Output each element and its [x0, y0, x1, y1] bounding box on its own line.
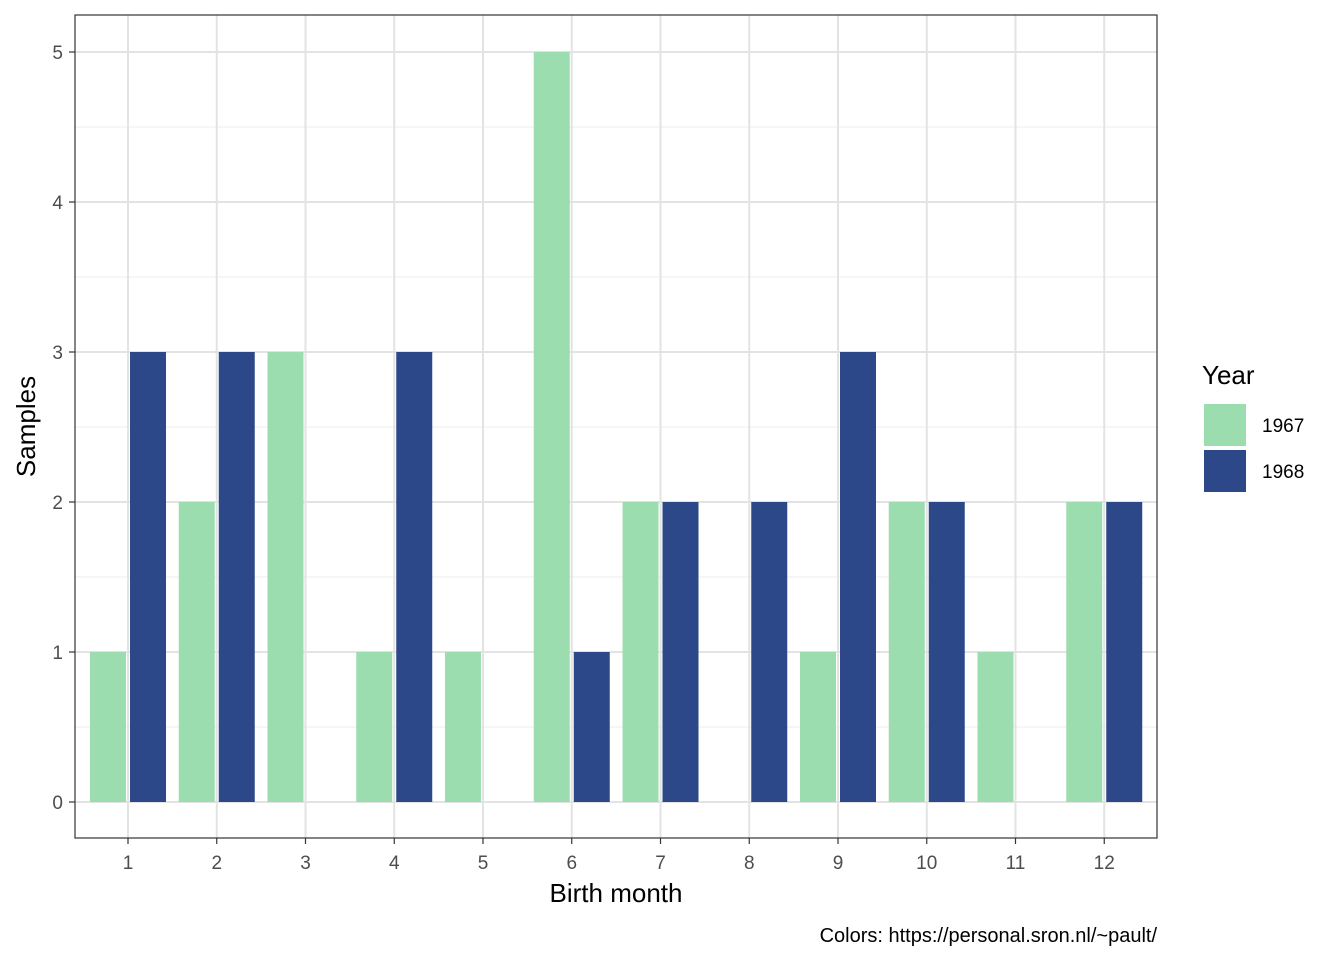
legend-label-1968: 1968: [1262, 462, 1304, 483]
bar-1968-month-12: [1106, 502, 1143, 802]
y-tick-label: 4: [52, 193, 63, 214]
x-tick-label: 1: [123, 853, 134, 874]
bar-1968-month-8: [751, 502, 788, 802]
bar-1967-month-12: [1066, 502, 1103, 802]
bar-1967-month-3: [267, 352, 304, 802]
legend-title: Year: [1202, 360, 1255, 390]
y-tick-label: 5: [52, 43, 63, 64]
bar-1967-month-9: [800, 652, 836, 802]
plot-panel-border: [74, 14, 1158, 839]
x-tick-label: 3: [300, 853, 311, 874]
bar-1968-month-1: [130, 352, 166, 802]
y-tick-label: 1: [52, 643, 63, 664]
bar-1967-month-6: [533, 52, 570, 802]
x-tick-label: 5: [478, 853, 489, 874]
bars: [90, 52, 1143, 802]
bar-1967-month-5: [445, 652, 481, 802]
y-tick-label: 0: [52, 793, 63, 814]
bar-1968-month-10: [928, 502, 965, 802]
y-tick-label: 2: [52, 493, 63, 514]
legend-swatch-1968: [1204, 450, 1246, 492]
bar-1967-month-11: [977, 652, 1014, 802]
x-tick-label: 8: [744, 853, 755, 874]
bar-1967-month-2: [178, 502, 215, 802]
legend-label-1967: 1967: [1262, 416, 1304, 437]
x-tick-label: 7: [655, 853, 666, 874]
bar-1968-month-9: [840, 352, 876, 802]
legend-swatch-1967: [1204, 404, 1246, 446]
bar-1968-month-4: [396, 352, 433, 802]
bar-1967-month-7: [622, 502, 659, 802]
y-axis-title: Samples: [11, 376, 41, 477]
x-tick-label: 10: [916, 853, 937, 874]
x-tick-label: 12: [1094, 853, 1115, 874]
grid-lines: [75, 15, 1157, 838]
caption: Colors: https://personal.sron.nl/~pault/: [820, 925, 1158, 947]
x-tick-label: 6: [566, 853, 577, 874]
x-tick-label: 2: [211, 853, 222, 874]
legend: Year 1967 1968: [1202, 360, 1304, 492]
bar-1967-month-10: [888, 502, 925, 802]
bar-1968-month-7: [662, 502, 699, 802]
x-tick-label: 9: [833, 853, 844, 874]
x-axis-title: Birth month: [550, 878, 683, 908]
x-tick-label: 4: [389, 853, 400, 874]
x-tick-label: 11: [1006, 853, 1026, 874]
bar-1968-month-2: [218, 352, 255, 802]
bar-1968-month-6: [573, 652, 610, 802]
bar-1967-month-4: [356, 652, 393, 802]
y-tick-label: 3: [52, 343, 63, 364]
bar-1967-month-1: [90, 652, 126, 802]
